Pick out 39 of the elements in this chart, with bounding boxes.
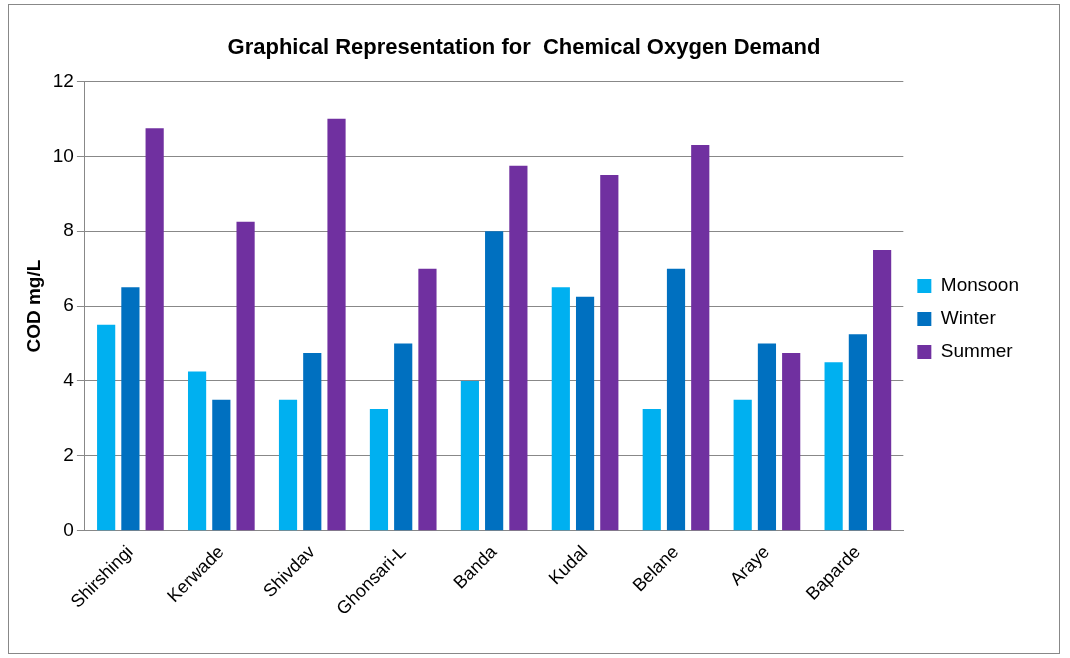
legend-label: Winter [940,307,997,329]
bar [485,231,504,531]
bar [278,399,298,531]
bar [551,287,570,531]
bar [642,409,661,531]
y-tick-label: 10 [52,144,74,166]
y-tick-label: 12 [52,69,74,91]
legend-label: Monsoon [940,274,1020,296]
bar [848,334,867,531]
bar [303,352,322,531]
bar [187,371,207,531]
bar [212,399,231,531]
bar [600,175,619,531]
chart-title: Graphical Representation for Chemical Oxygen Demand [227,34,821,60]
bar [824,362,843,531]
bar [369,409,389,531]
bar [121,287,140,531]
bar [666,268,686,531]
bar [873,249,892,531]
bar [145,128,164,531]
bar [575,296,595,531]
bar [782,352,801,531]
bar [757,343,777,531]
y-tick-label: 0 [63,519,74,540]
bar [460,380,479,531]
y-axis-title: COD mg/L [22,259,44,353]
bar [733,399,752,531]
y-tick-label: 8 [63,219,74,241]
bar [236,221,255,531]
bar [691,145,710,531]
bar [418,268,437,531]
y-tick-label: 2 [63,444,74,466]
bar [327,118,346,531]
bar [97,324,116,531]
legend-label: Summer [940,340,1014,362]
bar [394,343,413,531]
bar [509,165,528,531]
y-tick-label: 4 [63,369,75,391]
y-tick-label: 6 [63,294,74,316]
